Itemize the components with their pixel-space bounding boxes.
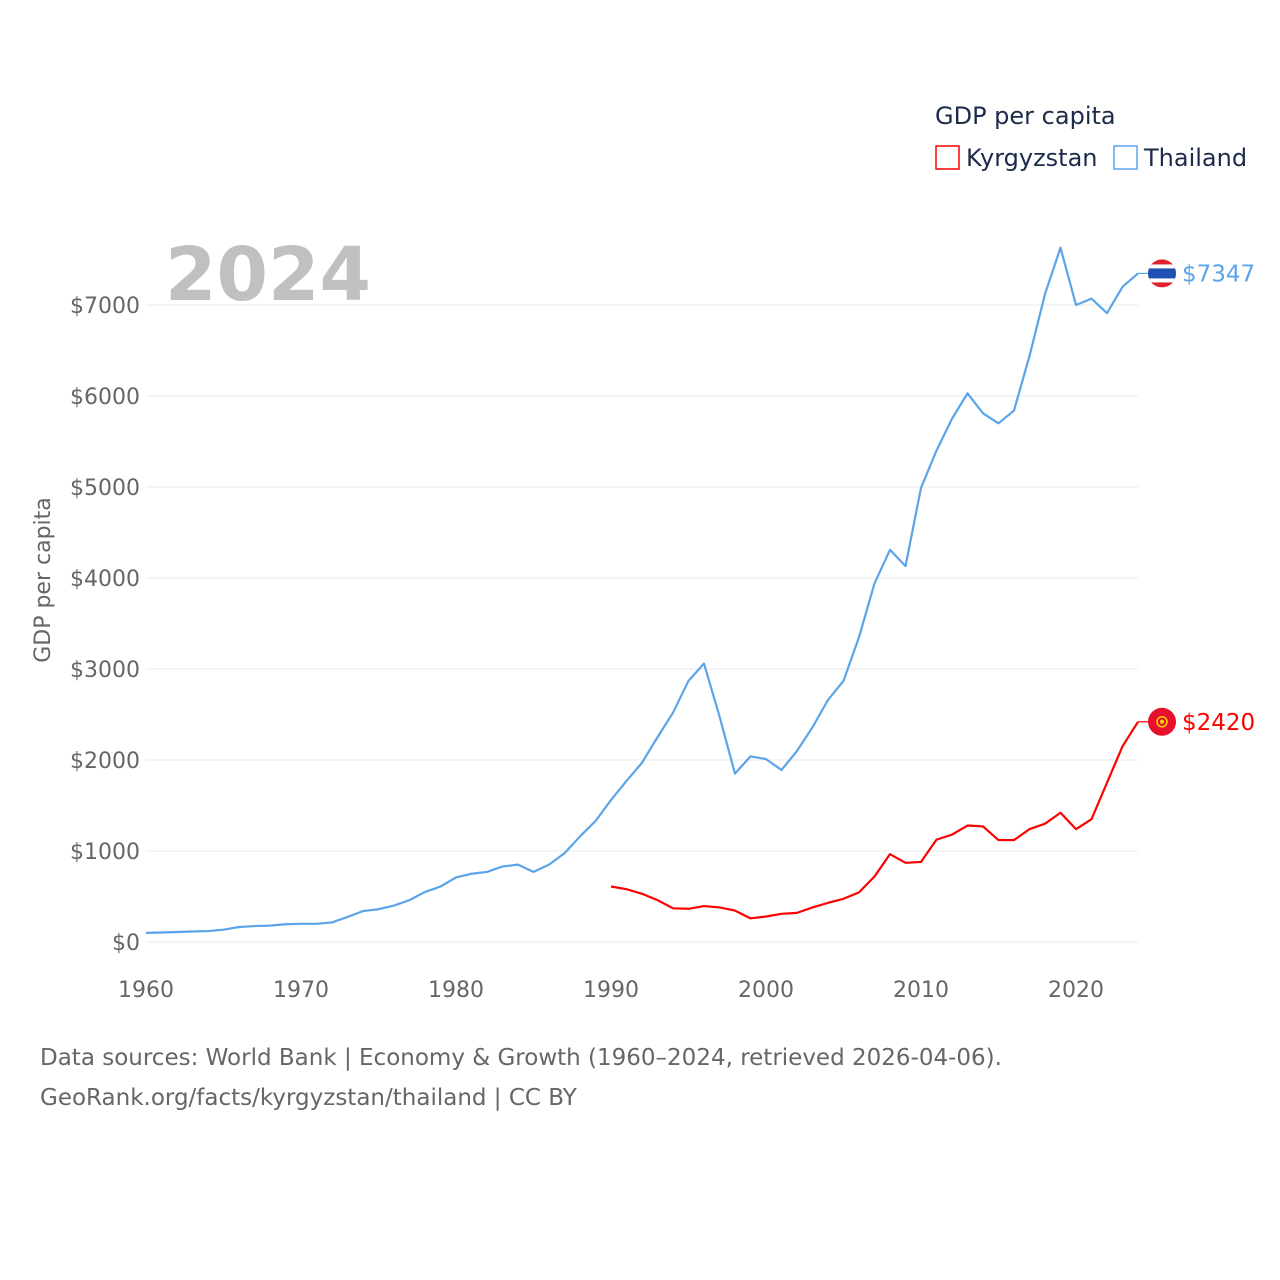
footer-link[interactable]: GeoRank.org/facts/kyrgyzstan/thailand | … xyxy=(40,1085,577,1111)
series-line-kyrgyzstan xyxy=(610,721,1139,920)
flag-thailand-icon xyxy=(1148,259,1176,288)
flag-kyrgyzstan-icon xyxy=(1148,707,1176,736)
legend-label-kyrgyzstan: Kyrgyzstan xyxy=(966,144,1098,172)
y-tick-label: $0 xyxy=(112,931,140,956)
y-tick-label: $2000 xyxy=(70,749,140,774)
legend-swatch-thailand xyxy=(1113,145,1138,170)
y-tick-label: $6000 xyxy=(70,385,140,410)
legend-title: GDP per capita xyxy=(935,102,1116,130)
x-tick-label: 2020 xyxy=(1048,978,1104,1003)
y-tick-label: $3000 xyxy=(70,658,140,683)
x-tick-label: 1980 xyxy=(428,978,484,1003)
y-tick-label: $7000 xyxy=(70,294,140,319)
x-tick-label: 1970 xyxy=(273,978,329,1003)
year-label: 2024 xyxy=(165,232,371,318)
series-line-thailand xyxy=(145,246,1139,934)
grid xyxy=(146,304,1138,943)
y-tick-label: $1000 xyxy=(70,840,140,865)
x-tick-label: 2000 xyxy=(738,978,794,1003)
end-value-label: $7347 xyxy=(1182,261,1255,287)
y-axis-label: GDP per capita xyxy=(31,497,56,663)
legend-label-thailand: Thailand xyxy=(1143,144,1247,172)
x-tick-label: 2010 xyxy=(893,978,949,1003)
legend-swatch-kyrgyzstan xyxy=(935,145,960,170)
y-tick-label: $4000 xyxy=(70,567,140,592)
x-tick-label: 1960 xyxy=(118,978,174,1003)
legend-item-thailand[interactable]: Thailand xyxy=(1113,144,1247,172)
legend-item-kyrgyzstan[interactable]: Kyrgyzstan xyxy=(935,144,1098,172)
y-tick-label: $5000 xyxy=(70,476,140,501)
x-tick-label: 1990 xyxy=(583,978,639,1003)
footer-sources: Data sources: World Bank | Economy & Gro… xyxy=(40,1045,1002,1071)
end-value-label: $2420 xyxy=(1182,710,1255,736)
